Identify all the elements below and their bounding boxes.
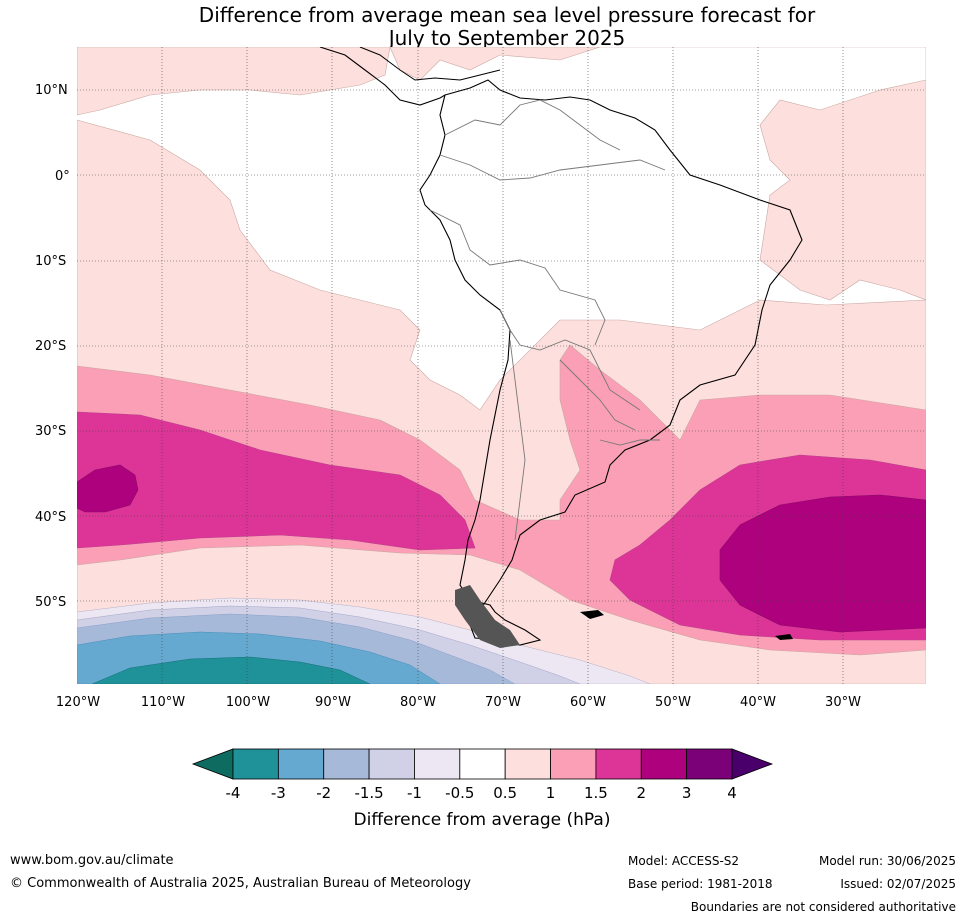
falkland-islands <box>580 610 604 619</box>
colorbar-swatch <box>368 748 415 780</box>
colorbar-tick-label: -2 <box>316 784 331 802</box>
colorbar-swatch <box>277 748 325 780</box>
south-georgia <box>775 634 793 640</box>
colorbar-tick-label: -1.5 <box>354 784 383 802</box>
longitude-labels: 120°W 110°W 100°W 90°W 80°W 70°W 60°W 50… <box>56 695 861 710</box>
south-america-coastline <box>419 79 803 646</box>
country-borders <box>429 99 666 541</box>
colorbar-arrow-high <box>731 748 774 780</box>
anomaly-region-neg-3 <box>91 656 371 684</box>
footer-model: Model: ACCESS-S2 <box>628 854 740 868</box>
lat-label-30s: 30°S <box>35 424 66 439</box>
colorbar-tick-label: -3 <box>271 784 286 802</box>
tierra-del-fuego <box>455 585 520 648</box>
footer-copyright: © Commonwealth of Australia 2025, Austra… <box>10 876 471 891</box>
colorbar-tick-label: 0.5 <box>493 784 517 802</box>
anomaly-region-northwest-pink <box>77 47 391 116</box>
colorbar-swatches <box>232 748 733 780</box>
lon-label-100w: 100°W <box>226 695 270 710</box>
colorbar-swatch <box>595 748 642 780</box>
anomaly-region-deep-magenta-west <box>77 464 139 513</box>
colorbar-title: Difference from average (hPa) <box>354 810 611 830</box>
lon-label-70w: 70°W <box>485 695 521 710</box>
colorbar-swatch <box>232 748 279 780</box>
map-title: Difference from average mean sea level p… <box>0 4 965 50</box>
lon-label-60w: 60°W <box>570 695 606 710</box>
colorbar-tick-label: -0.5 <box>445 784 474 802</box>
colorbar-swatch <box>504 748 551 780</box>
colorbar: -4 -3 -2 -1.5 -1 -0.5 0.5 1 1.5 2 3 4 Difference fr… <box>191 748 774 830</box>
colorbar-tick-label: -4 <box>226 784 241 802</box>
lon-label-90w: 90°W <box>315 695 351 710</box>
colorbar-swatch <box>640 748 688 780</box>
latitude-labels: 10°N 0° 10°S 20°S 30°S 40°S 50°S <box>35 83 70 610</box>
lat-label-0: 0° <box>55 169 70 184</box>
colorbar-arrow-low <box>191 748 234 780</box>
colorbar-swatch <box>686 748 733 780</box>
colorbar-swatch <box>550 748 597 780</box>
anomaly-region-north-pink <box>77 47 926 301</box>
lon-label-80w: 80°W <box>400 695 436 710</box>
colorbar-tick-label: -1 <box>407 784 422 802</box>
colorbar-swatch <box>459 748 506 780</box>
footer-disclaimer: Boundaries are not considered authoritat… <box>690 900 956 914</box>
colorbar-tick-label: 3 <box>682 784 692 802</box>
colorbar-swatch <box>414 748 461 780</box>
lat-label-40s: 40°S <box>35 510 66 525</box>
footer-website: www.bom.gov.au/climate <box>10 853 174 868</box>
colorbar-tick-label: 1 <box>546 784 556 802</box>
colorbar-tick-label: 2 <box>636 784 646 802</box>
lon-label-40w: 40°W <box>740 695 776 710</box>
colorbar-tick-label: 4 <box>727 784 737 802</box>
title-line-1: Difference from average mean sea level p… <box>198 3 816 27</box>
lat-label-10s: 10°S <box>35 254 66 269</box>
lat-label-10n: 10°N <box>35 83 68 98</box>
colorbar-swatch <box>323 748 370 780</box>
footer-model-run: Model run: 30/06/2025 <box>818 854 956 868</box>
lat-label-20s: 20°S <box>35 339 66 354</box>
lon-label-30w: 30°W <box>825 695 861 710</box>
anomaly-region-deep-magenta-east <box>719 494 926 633</box>
lon-label-110w: 110°W <box>141 695 185 710</box>
map-gridlines <box>77 47 926 684</box>
lat-label-50s: 50°S <box>35 595 66 610</box>
lon-label-50w: 50°W <box>655 695 691 710</box>
central-america-coastline <box>319 47 446 106</box>
footer-issued: Issued: 02/07/2025 <box>840 877 956 891</box>
footer-base-period: Base period: 1981-2018 <box>628 877 773 891</box>
central-america-north <box>359 47 501 81</box>
colorbar-tick-labels: -4 -3 -2 -1.5 -1 -0.5 0.5 1 1.5 2 3 4 <box>226 784 737 802</box>
lon-label-120w: 120°W <box>56 695 100 710</box>
colorbar-tick-label: 1.5 <box>584 784 608 802</box>
map-panel <box>77 47 926 684</box>
title-line-2: July to September 2025 <box>388 26 626 50</box>
